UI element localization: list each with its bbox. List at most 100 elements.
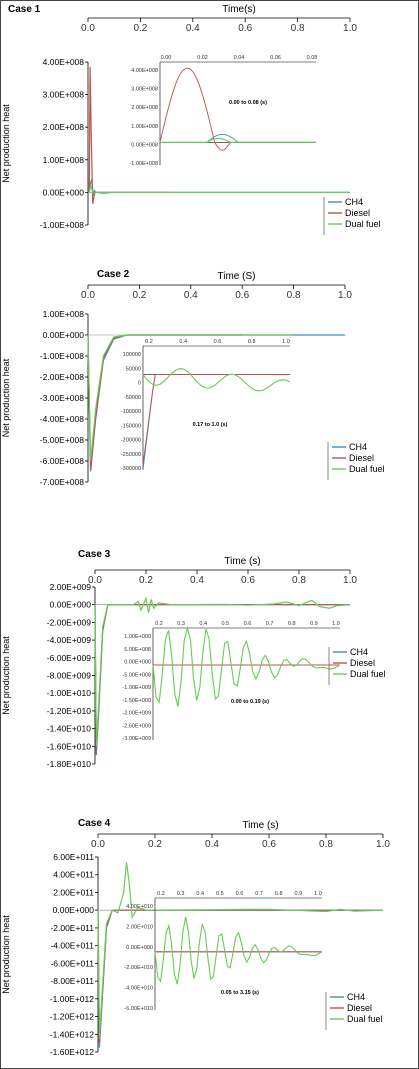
case4-legend-entry: Diesel [347, 1003, 372, 1013]
case4-y-tick-label: -1.60E+012 [50, 1047, 94, 1057]
case2-xlabel: Time (S) [218, 271, 256, 282]
case2-inset-y-tick-label: -100000 [121, 409, 141, 415]
case4-y-tick-label: 0.00E+000 [53, 905, 95, 915]
case3-ylabel: Net production heat [1, 636, 11, 715]
case3-inset-series-dual-fuel [152, 625, 341, 707]
case4-y-tick-label: 2.00E+011 [53, 887, 94, 897]
case3-inset-x-tick-label: 0.4 [199, 621, 207, 627]
case3-y-tick-label: -1.40E+010 [47, 724, 91, 734]
case1-x-tick-label: 0.0 [81, 23, 95, 34]
case3-x-tick-label: 0.4 [190, 575, 204, 586]
case4-legend-entry: Dual fuel [347, 1014, 383, 1024]
case3-legend-entry: Diesel [350, 658, 375, 668]
case4-inset-x-tick-label: 1.0 [314, 891, 322, 897]
case1-legend-entry: Dual fuel [345, 219, 381, 229]
case1-legend-entry: CH4 [345, 197, 363, 207]
case2-series-diesel [87, 334, 243, 470]
case4-x-tick-label: 0.6 [262, 839, 276, 850]
case1-x-tick-label: 0.4 [186, 23, 200, 34]
case1-inset-x-tick-label: 0.00 [161, 55, 172, 61]
case2-x-tick-label: 1.0 [338, 290, 352, 301]
case1-label: Case 1 [8, 4, 41, 15]
case4-y-tick-label: -2.00E+011 [50, 923, 94, 933]
case3-xlabel: Time (s) [224, 556, 260, 567]
case3-inset-y-tick-label: -3.00E+009 [122, 736, 151, 742]
case4-inset-series-dual-fuel [154, 916, 323, 985]
case1-inset-series-ch4 [160, 133, 316, 143]
case2-x-tick-label: 0.0 [81, 290, 95, 301]
case3-inset-y-tick-label: -1.00E+009 [122, 685, 151, 691]
case3-inset-y-tick-label: 0.00E+000 [124, 660, 151, 666]
case4-series-ch4 [97, 909, 383, 1048]
case4-inset-y-tick-label: -2.00E+010 [124, 965, 153, 971]
case3-inset-x-tick-label: 0.5 [222, 621, 230, 627]
case2-y-tick-label: -6.00E+008 [40, 456, 84, 466]
case3-x-tick-label: 0.0 [88, 575, 102, 586]
case3-y-tick-label: -1.20E+010 [47, 706, 91, 716]
case4-y-tick-label: 4.00E+011 [53, 870, 94, 880]
case1-inset-range-label: 0.00 to 0.08 (s) [229, 100, 267, 106]
case2-y-tick-label: -1.00E+008 [40, 351, 84, 361]
case2-inset-y-tick-label: -200000 [121, 438, 141, 444]
case2-y-tick-label: 1.00E+008 [43, 309, 85, 319]
case4-inset-x-tick-label: 0.5 [216, 891, 224, 897]
case2-inset-series-diesel [142, 374, 290, 466]
case4-xlabel: Time (s) [242, 820, 278, 831]
case4-x-tick-label: 0.2 [148, 839, 162, 850]
case1-x-tick-label: 0.2 [133, 23, 147, 34]
case2-x-tick-label: 0.2 [132, 290, 146, 301]
case2-inset-y-tick-label: -300000 [121, 466, 141, 472]
case3-label: Case 3 [78, 549, 111, 560]
case2-inset-y-tick-label: -250000 [121, 452, 141, 458]
case1-x-tick-label: 0.6 [238, 23, 252, 34]
case3-inset-y-tick-label: 1.00E+009 [124, 634, 151, 640]
case1-inset-y-tick-label: 3.00E+008 [131, 87, 158, 93]
case4-inset-x-tick-label: 0.6 [236, 891, 244, 897]
case3-legend-entry: CH4 [350, 647, 368, 657]
case4-inset-range-label: 0.05 to 3.15 (s) [221, 990, 259, 996]
case3-y-tick-label: 2.00E+009 [50, 582, 92, 592]
case1-legend-entry: Diesel [345, 208, 370, 218]
case3-inset-x-tick-label: 0.3 [177, 621, 185, 627]
case2-legend-entry: Diesel [349, 453, 374, 463]
case2-legend-entry: Dual fuel [349, 464, 385, 474]
case2-inset-y-tick-label: 100000 [123, 352, 141, 358]
case3-y-tick-label: -1.80E+010 [47, 759, 91, 769]
case2-y-tick-label: -5.00E+008 [40, 435, 84, 445]
case1-inset-x-tick-label: 0.06 [270, 55, 281, 61]
case2-inset-x-tick-label: 0.4 [179, 339, 187, 345]
case4-inset-y-tick-label: 0.00E+000 [126, 945, 153, 951]
case1-y-tick-label: 3.00E+008 [43, 90, 85, 100]
case4-x-tick-label: 0.8 [319, 839, 333, 850]
case4-inset-x-tick-label: 0.4 [196, 891, 204, 897]
case3-inset-x-tick-label: 1.0 [332, 621, 340, 627]
case2-inset-y-tick-label: -150000 [121, 423, 141, 429]
case2-legend-entry: CH4 [349, 442, 367, 452]
case2-y-tick-label: 0.00E+000 [43, 330, 85, 340]
case4-x-tick-label: 0.0 [91, 839, 105, 850]
case2-inset-x-tick-label: 1.0 [282, 339, 290, 345]
case2-label: Case 2 [97, 269, 130, 280]
case1-y-tick-label: 2.00E+008 [43, 122, 85, 132]
case1-inset-y-tick-label: 0.00E+008 [131, 142, 158, 148]
case4-inset-x-tick-label: 0.2 [157, 891, 165, 897]
case4-y-tick-label: -1.20E+012 [50, 1012, 94, 1022]
case3-inset-x-tick-label: 0.9 [310, 621, 318, 627]
case4-inset-y-tick-label: -4.00E+010 [124, 986, 153, 992]
case2-inset-x-tick-label: 0.2 [145, 339, 153, 345]
case3-series-ch4 [94, 604, 350, 756]
case3-y-tick-label: -4.00E+009 [47, 635, 91, 645]
case3-y-tick-label: -6.00E+009 [47, 653, 91, 663]
case1-series-dual-fuel [88, 183, 350, 195]
case1-inset-y-tick-label: 1.00E+008 [131, 124, 158, 130]
case1-inset-x-tick-label: 0.08 [307, 55, 318, 61]
case3-inset-y-tick-label: -1.50E+009 [122, 698, 151, 704]
case1-inset-series-diesel [159, 67, 316, 151]
case4-inset-y-tick-label: -6.00E+010 [124, 1006, 153, 1012]
case4-inset-y-tick-label: 2.00E+010 [126, 924, 153, 930]
case2-x-tick-label: 0.4 [184, 290, 198, 301]
case4-x-tick-label: 1.0 [376, 839, 390, 850]
case3-y-tick-label: -1.60E+010 [47, 741, 91, 751]
case3-x-tick-label: 0.8 [292, 575, 306, 586]
